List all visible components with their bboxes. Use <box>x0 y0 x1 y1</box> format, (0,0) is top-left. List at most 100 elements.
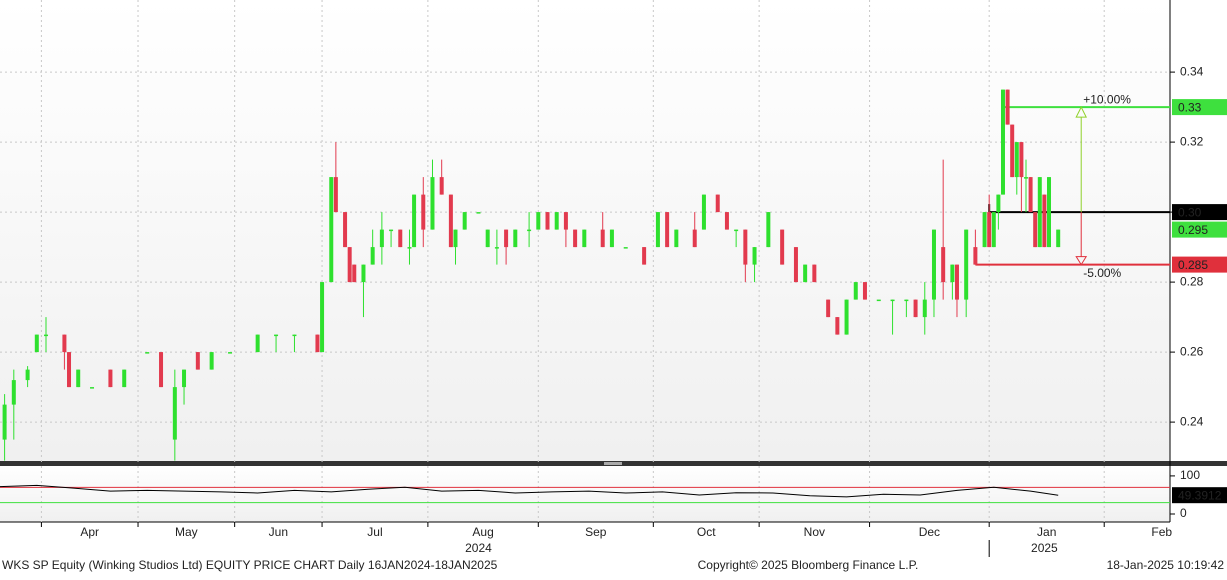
footer-copyright: Copyright© 2025 Bloomberg Finance L.P. <box>698 558 919 572</box>
candle-body <box>476 212 481 214</box>
candle-body <box>793 247 798 283</box>
candle-body <box>209 352 214 370</box>
candle-body <box>122 369 127 388</box>
level-box <box>1172 99 1227 116</box>
candle-body <box>343 212 348 248</box>
candle-body <box>1028 177 1033 213</box>
candle-body <box>642 247 647 265</box>
candle-body <box>844 299 849 335</box>
y-tick-label: 0.34 <box>1180 64 1204 78</box>
candle-body <box>724 212 729 230</box>
x-tick-label: Nov <box>804 525 825 539</box>
last-price-box <box>1172 221 1227 238</box>
candle-body <box>563 212 568 230</box>
candle-body <box>320 282 325 353</box>
rsi-last-label: 49.3912 <box>1178 488 1222 502</box>
level-box-label: 0.33 <box>1178 100 1202 114</box>
candle-body <box>439 177 444 195</box>
candle-body <box>655 212 660 248</box>
y-tick-label: 0.26 <box>1180 344 1204 358</box>
candle-body <box>1019 142 1024 178</box>
candle-body <box>379 229 384 248</box>
last-price-box-label: 0.295 <box>1178 223 1208 237</box>
candle-body <box>504 229 509 248</box>
candle-body <box>674 229 679 248</box>
arrow-up-head <box>1075 105 1088 118</box>
x-tick-label: Sep <box>585 525 607 539</box>
year-label: 2025 <box>1031 541 1058 555</box>
candle-body <box>389 229 394 232</box>
candle-body <box>195 352 200 370</box>
candle-body <box>1010 124 1015 178</box>
x-tick-label: Feb <box>1151 525 1172 539</box>
candle-body <box>352 264 357 283</box>
candle-body <box>370 247 375 265</box>
content: 0.240.260.280.30.320.34AprMayJunJulAugSe… <box>0 0 1227 557</box>
candle-body <box>333 177 338 213</box>
candle-body <box>462 212 467 230</box>
candle-body <box>734 229 739 232</box>
candle-body <box>62 334 67 353</box>
candle-body <box>862 282 867 300</box>
candle-body <box>1046 177 1051 248</box>
level-box <box>1172 204 1227 221</box>
candle-body <box>44 334 49 337</box>
rsi-last-box <box>1172 487 1227 504</box>
candle-body <box>453 229 458 248</box>
candle-body <box>964 229 969 300</box>
candle-body <box>255 334 260 353</box>
candle-body <box>182 369 187 388</box>
candle-body <box>76 369 81 388</box>
level-box-label: 0.285 <box>1178 258 1208 272</box>
rsi-area <box>0 466 1170 522</box>
candle-body <box>513 229 518 248</box>
arrow-down-head <box>1075 256 1088 266</box>
candle-body <box>67 352 72 388</box>
footer-timestamp: 18-Jan-2025 10:19:42 <box>1107 558 1225 572</box>
x-tick-label: Aug <box>472 525 493 539</box>
candle-body <box>172 387 177 440</box>
candle-body <box>752 247 757 265</box>
candle-body <box>931 229 936 300</box>
candle-body <box>108 369 113 388</box>
candle-body <box>315 334 320 353</box>
candle-body <box>853 282 858 300</box>
candle-body <box>692 229 697 248</box>
candle-body <box>826 299 831 318</box>
candle-body <box>582 229 587 248</box>
x-tick-label: Dec <box>919 525 940 539</box>
candle-body <box>573 229 578 248</box>
candle-body <box>274 334 279 337</box>
candle-body <box>922 299 927 318</box>
candle-body <box>876 299 881 302</box>
candle-body <box>329 177 334 283</box>
y-tick-label: 0.24 <box>1180 414 1204 428</box>
rsi-tick-label: 100 <box>1180 468 1200 482</box>
x-tick-label: Jun <box>269 525 288 539</box>
candle-body <box>159 352 164 388</box>
candle-body <box>991 212 996 248</box>
candle-body <box>1005 89 1010 125</box>
candle-body <box>609 229 614 248</box>
x-tick-label: Jan <box>1037 525 1056 539</box>
candle-body <box>904 299 909 302</box>
candle-body <box>494 247 499 249</box>
candle-body <box>954 264 959 300</box>
candle-body <box>228 352 233 354</box>
annotation: +10.00% <box>1083 92 1131 106</box>
candle-body <box>90 387 95 389</box>
y-tick-label: 0.32 <box>1180 134 1204 148</box>
candle-body <box>913 299 918 318</box>
candle-body <box>1000 89 1005 195</box>
x-tick-label: May <box>175 525 198 539</box>
candle-body <box>743 229 748 265</box>
candle-body <box>996 194 1001 213</box>
candle-body <box>485 229 490 248</box>
candle-body <box>812 264 817 283</box>
candle-body <box>554 212 559 230</box>
candle-body <box>715 194 720 213</box>
candle-body <box>292 334 297 337</box>
candle-body <box>448 194 453 248</box>
candle-body <box>987 212 992 248</box>
divider-grip <box>604 462 622 465</box>
